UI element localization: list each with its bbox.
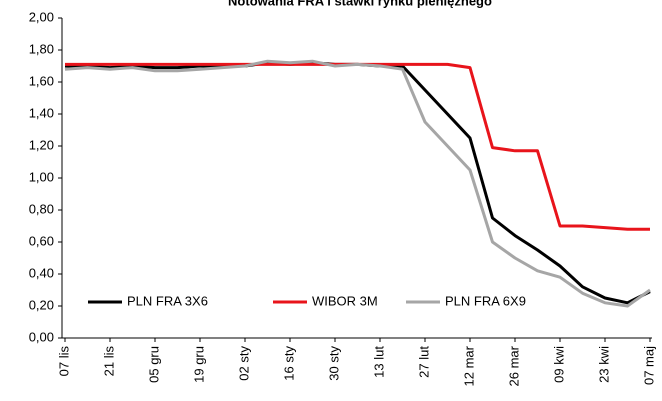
y-tick-label: 1,40 — [29, 105, 54, 120]
legend-label: WIBOR 3M — [312, 293, 378, 308]
series-line — [65, 62, 650, 231]
x-tick-label: 07 maj — [641, 346, 656, 385]
x-tick-label: 16 sty — [281, 346, 296, 381]
y-tick-label: 0,00 — [29, 329, 54, 344]
y-tick-label: 1,00 — [29, 169, 54, 184]
y-tick-label: 1,60 — [29, 73, 54, 88]
y-tick-label: 2,00 — [29, 9, 54, 24]
x-tick-label: 30 sty — [326, 346, 341, 381]
y-tick-label: 1,20 — [29, 137, 54, 152]
x-tick-label: 23 kwi — [596, 346, 611, 383]
x-tick-label: 27 lut — [416, 346, 431, 378]
y-tick-label: 1,80 — [29, 41, 54, 56]
x-tick-label: 26 mar — [506, 345, 521, 386]
x-tick-label: 05 gru — [146, 346, 161, 383]
legend-label: PLN FRA 6X9 — [445, 293, 526, 308]
series-line — [64, 59, 651, 308]
x-tick-label: 21 lis — [101, 346, 116, 377]
x-tick-label: 12 mar — [461, 345, 476, 386]
x-tick-label: 13 lut — [371, 346, 386, 378]
series-line — [65, 61, 651, 305]
x-tick-label: 07 lis — [56, 346, 71, 377]
y-tick-label: 0,20 — [29, 297, 54, 312]
y-tick-label: 0,80 — [29, 201, 54, 216]
legend-label: PLN FRA 3X6 — [127, 293, 208, 308]
chart-title: Notowania FRA i stawki rynku pieniężnego — [228, 0, 492, 8]
x-tick-label: 02 sty — [236, 346, 251, 381]
y-tick-label: 0,60 — [29, 233, 54, 248]
x-tick-label: 09 kwi — [551, 346, 566, 383]
y-tick-label: 0,40 — [29, 265, 54, 280]
x-tick-label: 19 gru — [191, 346, 206, 383]
